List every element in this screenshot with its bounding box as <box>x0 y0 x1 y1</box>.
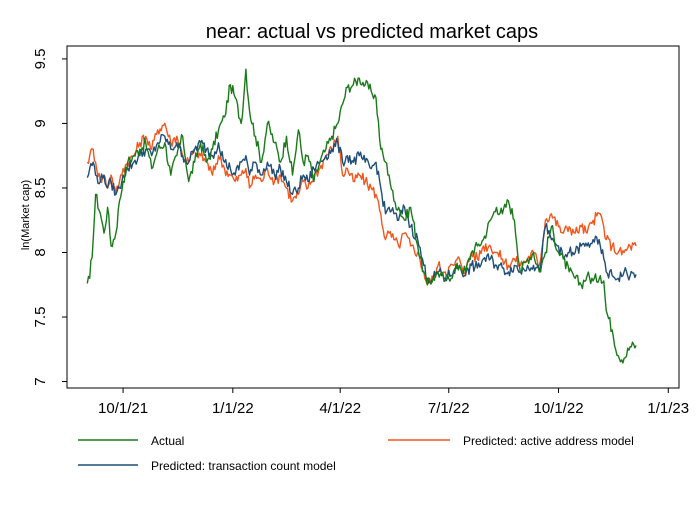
plot-frame <box>66 45 680 389</box>
legend-item-actual: Actual <box>78 434 184 448</box>
y-tick-label: 7 <box>32 377 49 385</box>
x-tick-label: 10/1/21 <box>98 400 148 417</box>
x-tick-label: 10/1/22 <box>533 400 583 417</box>
series-active-address-line <box>86 122 637 286</box>
y-tick-label: 7.5 <box>32 307 49 328</box>
legend-label-active-address: Predicted: active address model <box>463 434 634 448</box>
series-actual-line <box>86 68 637 364</box>
chart-title: near: actual vs predicted market caps <box>206 21 538 43</box>
y-tick-label: 8 <box>32 248 49 256</box>
y-tick-label: 8.5 <box>32 178 49 199</box>
x-tick-label: 1/1/22 <box>212 400 254 417</box>
x-tick-label: 7/1/22 <box>428 400 470 417</box>
y-axis-label: ln(Market cap) <box>20 180 32 250</box>
y-tick-label: 9 <box>32 119 49 127</box>
x-tick-label: 4/1/22 <box>319 400 361 417</box>
y-axis: 7 7.5 8 8.5 9 9.5 <box>32 48 67 386</box>
x-axis: 10/1/21 1/1/22 4/1/22 7/1/22 10/1/22 1/1/23 <box>98 388 689 417</box>
x-tick-label: 1/1/23 <box>647 400 689 417</box>
legend-label-transaction-count: Predicted: transaction count model <box>151 459 336 473</box>
y-tick-label: 9.5 <box>32 48 49 69</box>
legend-item-active-address: Predicted: active address model <box>388 434 634 448</box>
legend: Actual Predicted: active address model P… <box>78 434 634 473</box>
legend-item-transaction-count: Predicted: transaction count model <box>78 459 336 473</box>
legend-label-actual: Actual <box>151 434 184 448</box>
series-layer <box>86 68 637 364</box>
series-transaction-count-line <box>86 134 637 284</box>
